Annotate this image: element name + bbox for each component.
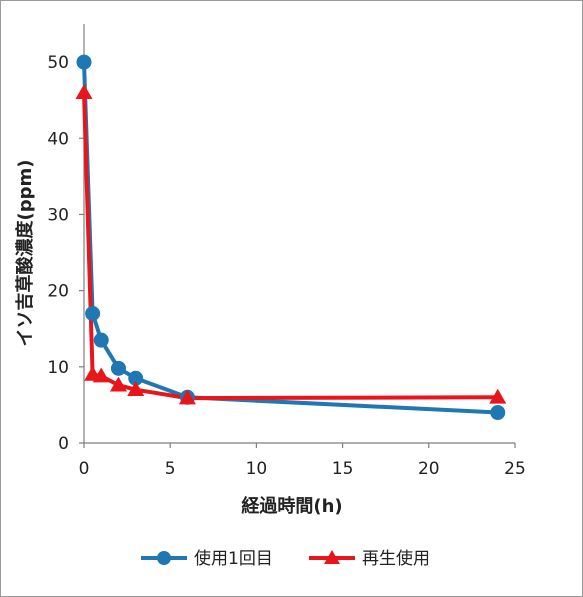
series-line-2	[82, 92, 498, 401]
legend-label: 再生使用	[362, 548, 430, 569]
data-point-series-2	[75, 84, 93, 99]
y-tick-label: 30	[47, 205, 69, 225]
data-point-series-2	[178, 389, 196, 405]
legend-swatch-marker	[157, 551, 171, 565]
data-point-series-1	[128, 370, 144, 386]
y-tick-label: 20	[47, 282, 69, 302]
data-point-series-2	[127, 381, 145, 397]
y-axis-title: イソ吉草酸濃度(ppm)	[14, 160, 36, 347]
y-tick-label: 40	[47, 129, 69, 149]
legend: 使用1回目 再生使用	[141, 548, 430, 569]
y-tick-label: 50	[47, 53, 69, 73]
x-tick-label: 25	[504, 459, 526, 479]
data-point-series-1	[76, 54, 92, 70]
axes	[79, 24, 516, 448]
y-tick-labels: 0 10 20 30 40 50	[47, 53, 69, 454]
data-point-series-1	[93, 332, 109, 348]
series-lines	[82, 62, 498, 415]
series-markers	[75, 54, 507, 421]
x-tick-label: 5	[165, 459, 176, 479]
data-point-series-1	[490, 405, 506, 421]
x-tick-label: 20	[418, 459, 440, 479]
y-tick-label: 0	[58, 434, 69, 454]
x-tick-label: 15	[332, 459, 354, 479]
legend-item-series-2: 再生使用	[309, 548, 430, 569]
data-point-series-1	[110, 360, 126, 376]
series-line-1	[82, 62, 498, 415]
x-axis-title: 経過時間(h)	[241, 495, 342, 517]
legend-label: 使用1回目	[194, 548, 273, 569]
legend-swatch-marker	[324, 550, 340, 564]
data-point-series-2	[92, 367, 110, 383]
y-tick-label: 10	[47, 358, 69, 378]
data-point-series-2	[489, 388, 507, 404]
x-tick-labels: 0 5 10 15 20 25	[79, 459, 526, 479]
x-tick-label: 10	[246, 459, 268, 479]
data-point-series-2	[109, 376, 127, 392]
data-point-series-1	[85, 305, 101, 321]
x-tick-label: 0	[79, 459, 90, 479]
legend-item-series-1: 使用1回目	[141, 548, 273, 569]
